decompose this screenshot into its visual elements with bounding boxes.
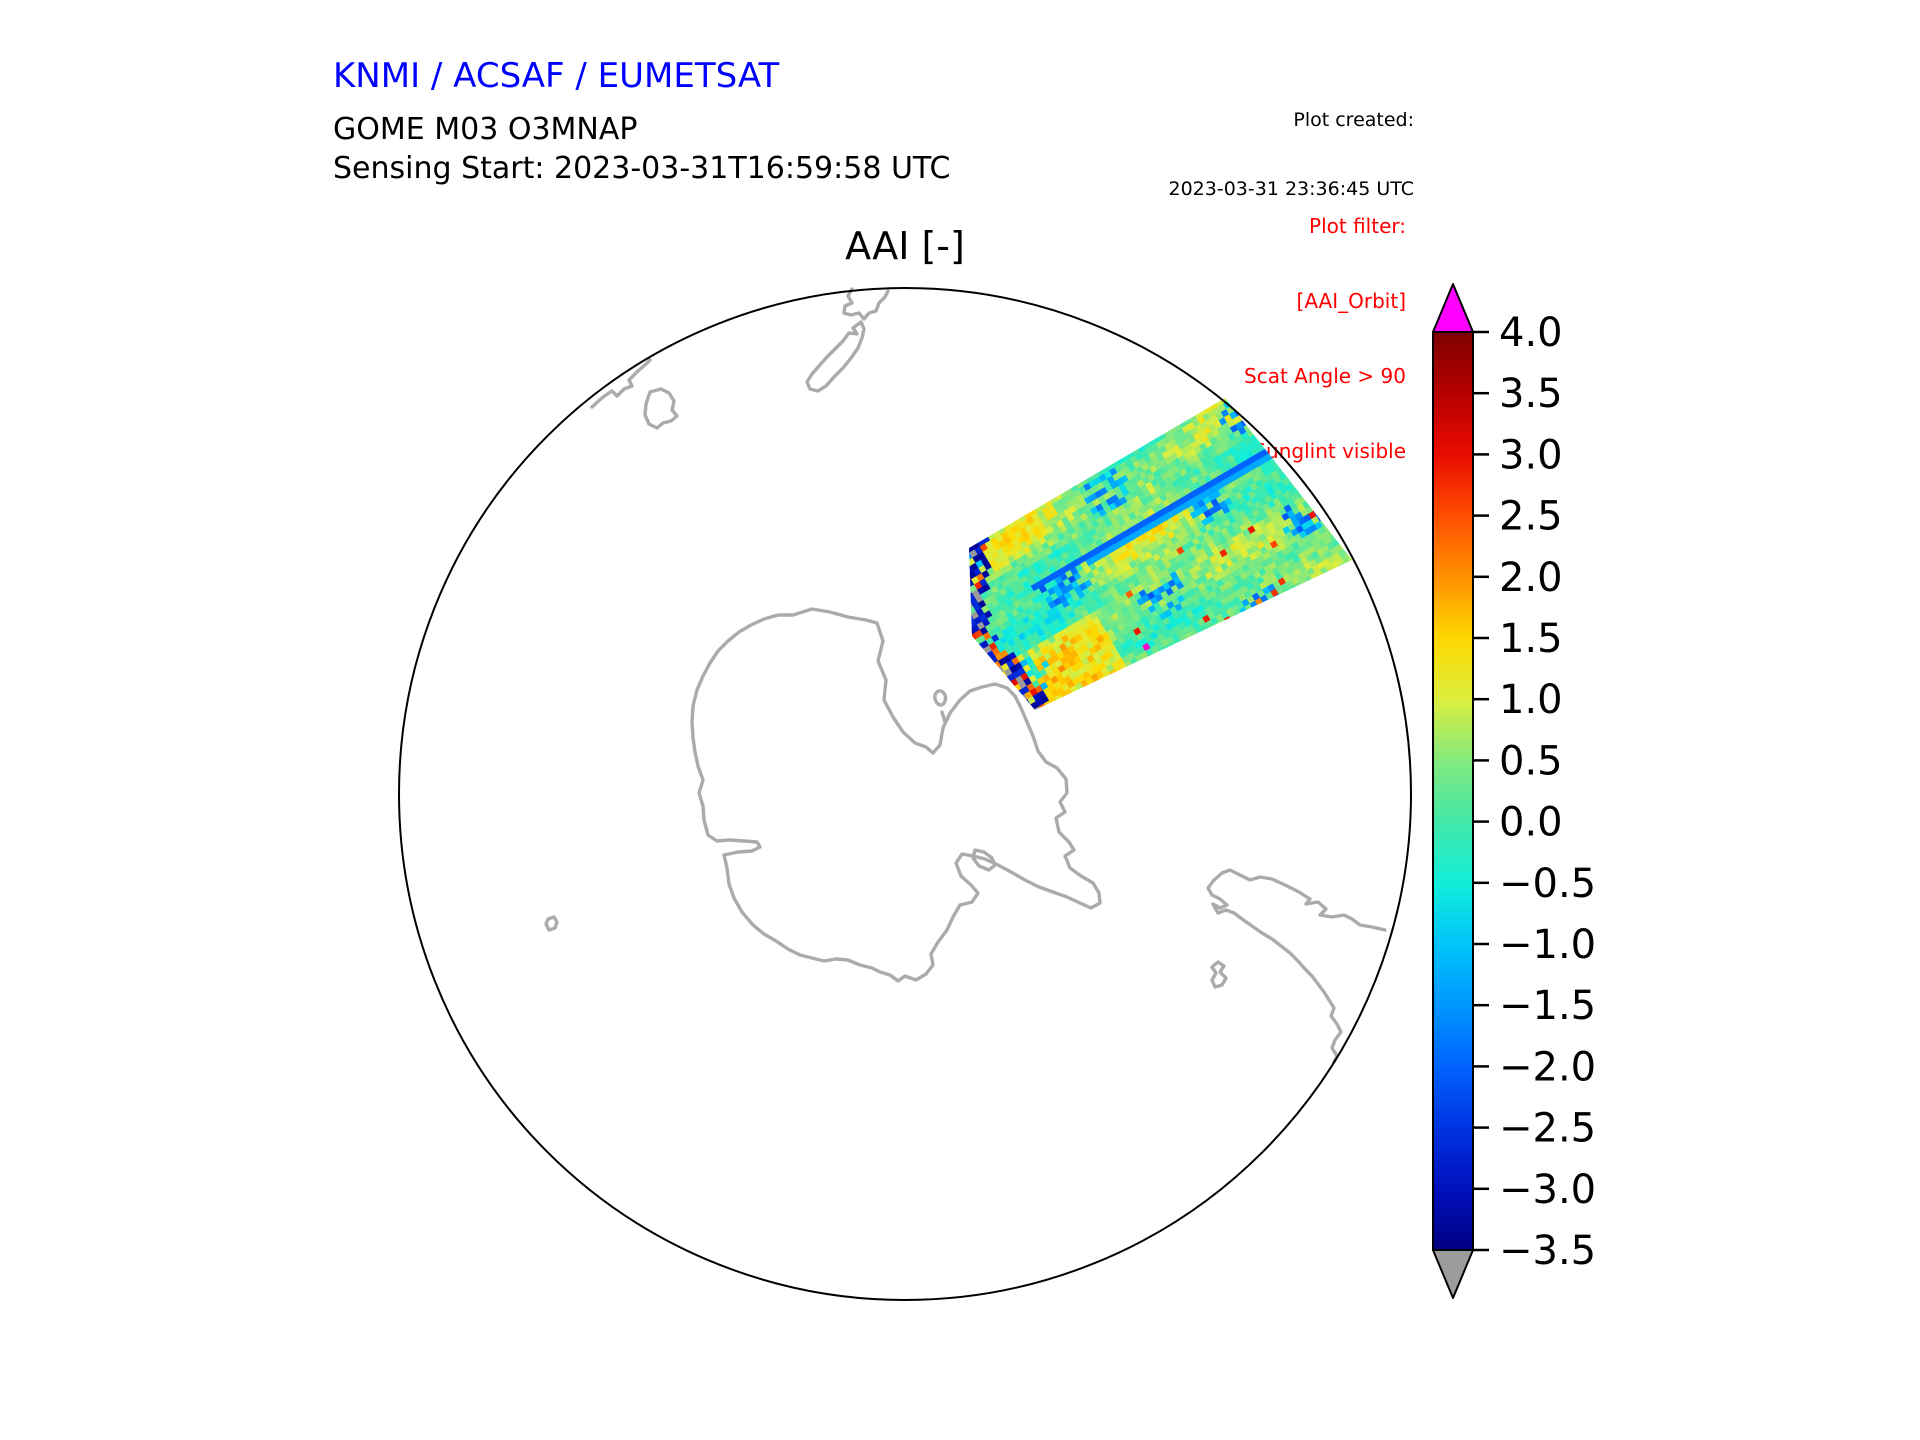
plot-created-label: Plot created:	[1293, 109, 1414, 131]
plot-filter-line: Scat Angle > 90	[1244, 364, 1406, 388]
colorbar-under-arrow	[1432, 1249, 1474, 1299]
colorbar-tick-label: 2.0	[1499, 555, 1563, 601]
coastline-small-island	[544, 915, 559, 932]
plot-filter-block: Plot filter: [AAI_Orbit] Scat Angle > 90…	[1244, 164, 1406, 514]
coastline-ross-islets	[933, 689, 948, 724]
coastline-south-america	[1206, 868, 1387, 1064]
aai-swath	[969, 398, 1352, 710]
colorbar-tick-label: 3.5	[1499, 371, 1563, 417]
product-title: GOME M03 O3MNAP	[333, 112, 638, 147]
coastlines-group	[544, 287, 1387, 1064]
coastline-new-zealand-south	[805, 320, 866, 393]
colorbar-tick-label: 3.0	[1499, 432, 1563, 478]
colorbar-tick-label: 1.5	[1499, 616, 1563, 662]
plot-filter-line: [AAI_Orbit]	[1296, 289, 1406, 313]
colorbar-tick-label: 2.5	[1499, 494, 1563, 540]
colorbar-tick-label: 0.5	[1499, 738, 1563, 784]
plot-created-value: 2023-03-31 23:36:45 UTC	[1168, 178, 1415, 200]
map-boundary-circle	[398, 287, 1412, 1301]
coastline-tasmania	[643, 387, 679, 430]
plot-created-block: Plot created: 2023-03-31 23:36:45 UTC	[1169, 63, 1415, 247]
coastline-sa-islands	[1210, 960, 1228, 989]
colorbar-over-arrow	[1432, 283, 1474, 333]
coastline-weddell-island	[971, 848, 997, 872]
colorbar-tick-label: 0.0	[1499, 800, 1563, 846]
colorbar-tick-label: −1.0	[1499, 922, 1596, 968]
colorbar-tick-label: −0.5	[1499, 861, 1596, 907]
institution-title: KNMI / ACSAF / EUMETSAT	[333, 56, 780, 96]
colorbar-tick-label: −2.5	[1499, 1106, 1596, 1152]
colorbar: 4.0 3.5 3.0 2.5 2.0 1.5 1.0 0.5 0.0 −0.5 −1.0 −1.5 −…	[1432, 283, 1596, 1299]
colorbar-tick-label: −1.5	[1499, 983, 1596, 1029]
coastline-australia	[590, 358, 652, 409]
coastline-antarctica	[690, 607, 1102, 983]
colorbar-tick-label: −2.0	[1499, 1044, 1596, 1090]
map-title: AAI [-]	[845, 224, 965, 268]
sensing-start-text: Sensing Start: 2023-03-31T16:59:58 UTC	[333, 151, 951, 186]
plot-filter-line: Plot filter:	[1309, 214, 1406, 238]
coastline-new-zealand-north	[842, 287, 890, 321]
colorbar-tick-label: 4.0	[1499, 310, 1563, 356]
colorbar-tick-label: 1.0	[1499, 677, 1563, 723]
colorbar-tick-label: −3.5	[1499, 1228, 1596, 1274]
colorbar-tick-label: −3.0	[1499, 1167, 1596, 1213]
